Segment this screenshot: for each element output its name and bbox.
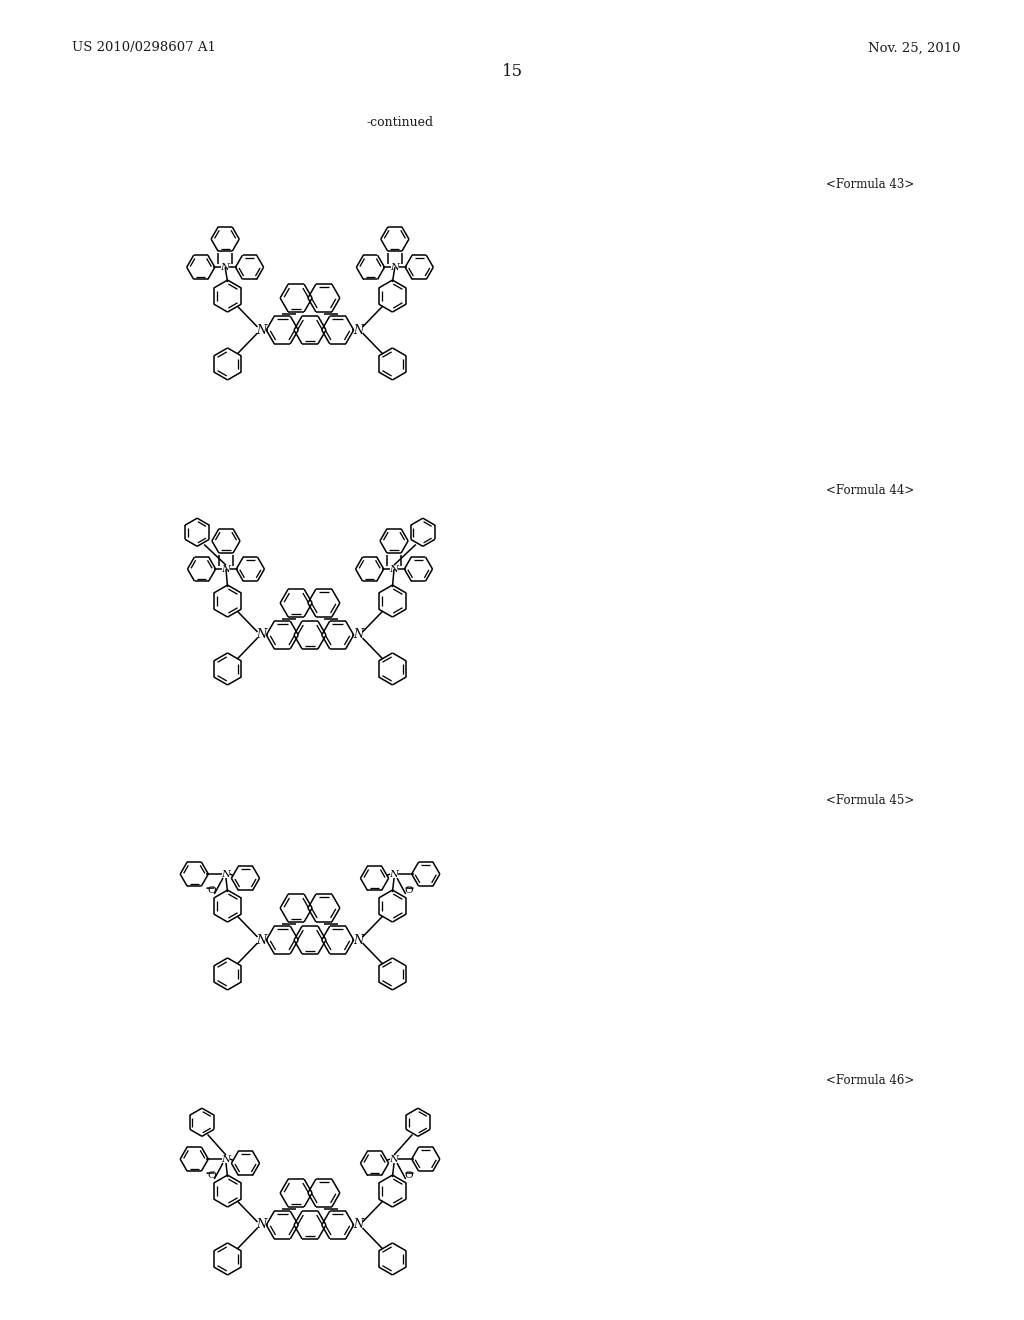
- Text: N: N: [221, 565, 230, 574]
- Text: O: O: [207, 887, 216, 895]
- Text: N: N: [256, 628, 266, 642]
- Text: N: N: [389, 870, 398, 879]
- Text: <Formula 45>: <Formula 45>: [826, 793, 914, 807]
- Text: O: O: [207, 1171, 216, 1180]
- Text: N: N: [353, 1218, 364, 1232]
- Text: <Formula 44>: <Formula 44>: [826, 483, 914, 496]
- Text: N: N: [353, 323, 364, 337]
- Text: Nov. 25, 2010: Nov. 25, 2010: [867, 41, 961, 54]
- Text: N: N: [220, 263, 229, 272]
- Text: 15: 15: [502, 63, 522, 81]
- Text: N: N: [256, 323, 266, 337]
- Text: N: N: [389, 565, 398, 574]
- Text: N: N: [221, 1155, 230, 1163]
- Text: US 2010/0298607 A1: US 2010/0298607 A1: [72, 41, 216, 54]
- Text: N: N: [353, 628, 364, 642]
- Text: O: O: [404, 887, 413, 895]
- Text: <Formula 43>: <Formula 43>: [826, 178, 914, 191]
- Text: N: N: [256, 933, 266, 946]
- Text: N: N: [389, 1155, 398, 1163]
- Text: N: N: [390, 263, 399, 272]
- Text: <Formula 46>: <Formula 46>: [826, 1073, 914, 1086]
- Text: O: O: [404, 1171, 413, 1180]
- Text: -continued: -continued: [367, 116, 433, 128]
- Text: N: N: [256, 1218, 266, 1232]
- Text: N: N: [221, 870, 230, 879]
- Text: N: N: [353, 933, 364, 946]
